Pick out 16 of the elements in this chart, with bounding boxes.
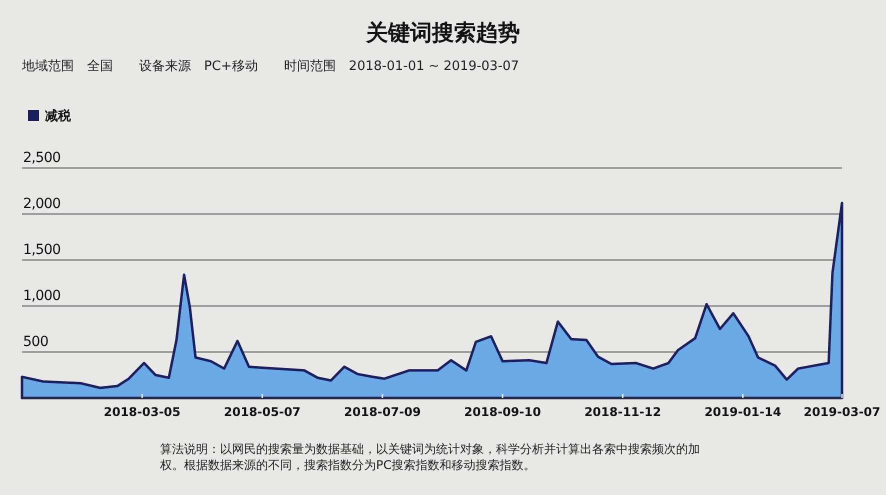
y-tick-label: 1,500 [23, 242, 61, 258]
chart-title: 关键词搜索趋势 [365, 21, 520, 46]
y-tick-label: 500 [23, 334, 48, 350]
chart-subtitle: 地域范围 全国 设备来源 PC+移动 时间范围 2018-01-01 ~ 2019-03-07 [21, 59, 520, 74]
text: 算法说明：以网民的搜索量为数据基础，以关键词为统计对象，科学分析并计算出各索中搜索频次的加权。根据数据来源的不同，搜索指数分为PC搜索指数和移动搜索指数。 [160, 441, 701, 473]
x-tick-label: 2018-05-07 [224, 405, 301, 419]
x-tick-label: 2019-03-07 [804, 405, 880, 419]
x-tick-label: 2018-03-05 [104, 405, 181, 419]
y-tick-label: 2,500 [23, 150, 61, 166]
y-tick-label: 1,000 [23, 288, 61, 304]
x-tick-label: 2019-01-14 [704, 405, 782, 419]
x-tick-label: 2018-07-09 [344, 405, 421, 419]
legend: 减税 [28, 109, 71, 124]
x-tick-label: 2018-11-12 [584, 405, 662, 419]
y-tick-label: 2,000 [23, 196, 61, 212]
x-tick-label: 2018-09-10 [464, 405, 541, 419]
